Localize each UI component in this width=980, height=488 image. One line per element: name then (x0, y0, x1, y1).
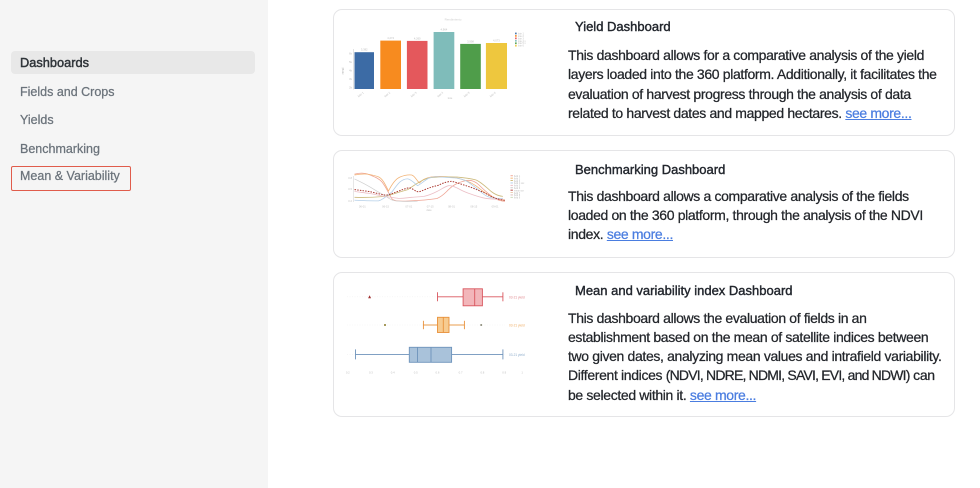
svg-text:lote 3: lote 3 (410, 90, 418, 98)
svg-text:4,274: 4,274 (387, 36, 394, 40)
svg-text:3,382: 3,382 (361, 47, 368, 51)
svg-text:0.3: 0.3 (369, 371, 373, 375)
svg-text:06-15: 06-15 (382, 204, 389, 208)
svg-text:lote 3: lote 3 (518, 37, 525, 40)
svg-text:field 1: field 1 (514, 176, 521, 178)
svg-text:08-01: 08-01 (448, 204, 455, 208)
svg-text:0.6: 0.6 (436, 371, 440, 375)
svg-text:field 5: field 5 (514, 185, 521, 187)
svg-text:5k: 5k (349, 60, 353, 64)
svg-text:Rendimiento: Rendimiento (445, 17, 462, 21)
svg-text:0.5: 0.5 (348, 187, 352, 191)
svg-text:3,998: 3,998 (467, 39, 474, 43)
svg-text:lote 5 x: lote 5 x (518, 42, 527, 45)
svg-text:field 3: field 3 (514, 180, 521, 182)
svg-text:0.5: 0.5 (414, 371, 418, 375)
svg-text:field 8: field 8 (514, 195, 521, 197)
svg-text:03-21 yield: 03-21 yield (509, 353, 525, 357)
svg-text:0.9: 0.9 (502, 371, 506, 375)
svg-text:field 7: field 7 (514, 192, 521, 194)
svg-text:lote 1: lote 1 (518, 32, 525, 35)
svg-text:09-01: 09-01 (492, 204, 499, 208)
svg-text:03-21 yield: 03-21 yield (509, 324, 525, 328)
svg-text:field 2: field 2 (514, 178, 521, 180)
svg-text:0.8: 0.8 (348, 176, 352, 180)
svg-text:mean xxx: mean xxx (514, 190, 525, 192)
svg-text:lote 1: lote 1 (357, 90, 365, 98)
svg-text:0.7: 0.7 (459, 371, 463, 375)
svg-text:4,073: 4,073 (493, 38, 500, 42)
svg-text:0.8: 0.8 (480, 371, 484, 375)
svg-text:lote 4: lote 4 (436, 90, 444, 98)
svg-text:1: 1 (521, 371, 523, 375)
svg-text:08-15: 08-15 (470, 204, 477, 208)
svg-text:4k: 4k (349, 68, 353, 72)
svg-text:2k: 2k (349, 85, 353, 89)
svg-text:lote 6: lote 6 (518, 44, 525, 47)
svg-text:03-21 yield: 03-21 yield (509, 295, 525, 299)
svg-text:lote 2: lote 2 (383, 90, 391, 98)
svg-text:3k: 3k (349, 77, 353, 81)
svg-text:6k: 6k (349, 51, 353, 55)
svg-text:06-01: 06-01 (359, 204, 366, 208)
svg-text:07-01: 07-01 (405, 204, 412, 208)
svg-text:lote: lote (448, 96, 453, 100)
svg-text:4,260: 4,260 (414, 36, 421, 40)
svg-text:field 4 xxx: field 4 xxx (514, 183, 525, 185)
svg-text:lote 2: lote 2 (518, 34, 525, 37)
svg-text:lote 5: lote 5 (463, 90, 471, 98)
svg-text:date: date (426, 208, 432, 212)
svg-text:0.2: 0.2 (348, 199, 352, 203)
svg-text:rend: rend (341, 67, 345, 74)
svg-text:07-15: 07-15 (427, 204, 434, 208)
svg-text:field 6: field 6 (514, 188, 521, 190)
svg-text:0.2: 0.2 (346, 371, 350, 375)
svg-text:lote 6: lote 6 (489, 90, 497, 98)
svg-text:field 9: field 9 (514, 197, 521, 199)
svg-text:0.4: 0.4 (391, 371, 395, 375)
svg-text:4,964: 4,964 (441, 27, 448, 31)
svg-text:lote 4 x: lote 4 x (518, 39, 527, 42)
